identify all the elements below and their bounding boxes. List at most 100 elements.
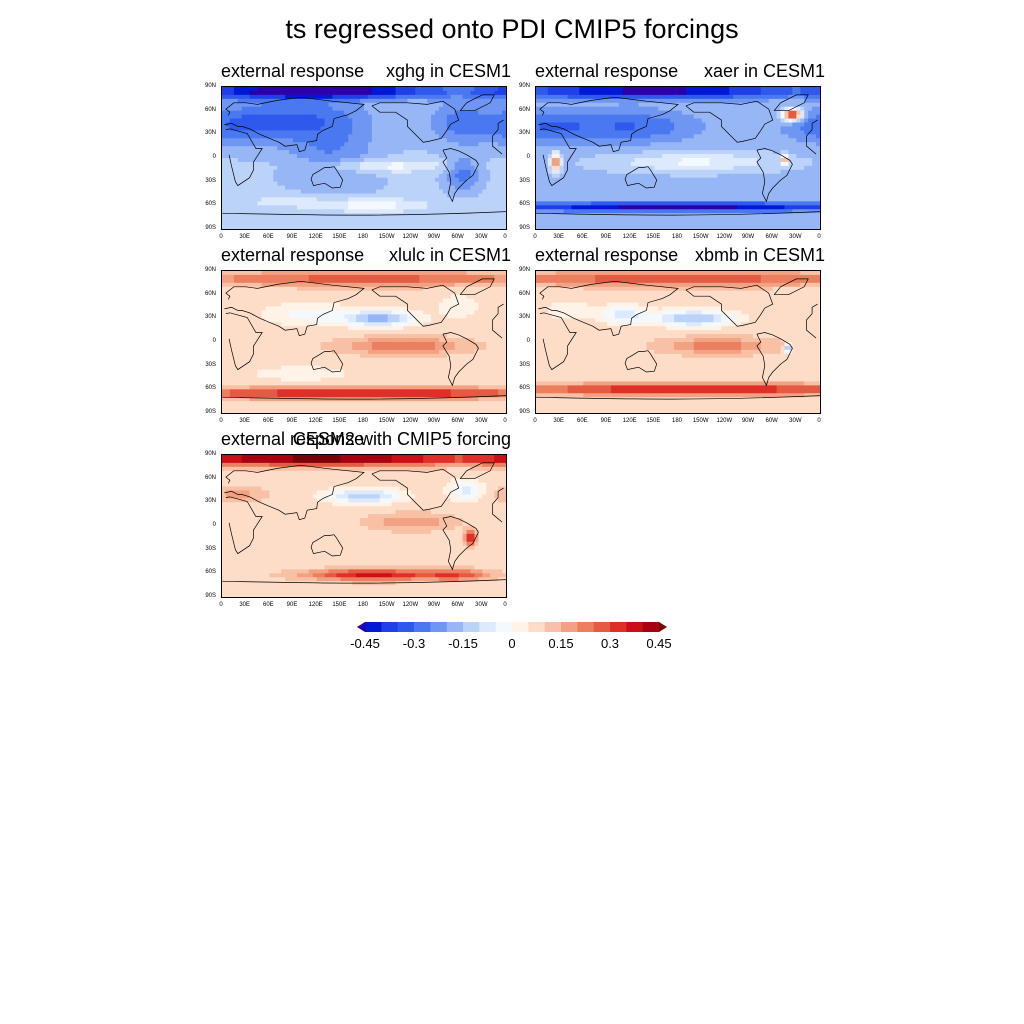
map-cell (411, 169, 416, 175)
map-cell (293, 134, 298, 139)
map-cell (415, 201, 420, 206)
map-cell (450, 169, 456, 175)
map-cell (478, 161, 483, 167)
map-cell (304, 138, 310, 143)
map-cell (812, 205, 817, 210)
map-cell (336, 221, 341, 226)
map-cell (348, 118, 353, 124)
map-cell (367, 114, 373, 120)
map-cell (450, 165, 456, 171)
map-cell (725, 185, 730, 191)
map-cell (638, 114, 644, 120)
map-cell (446, 150, 452, 155)
map-cell (764, 98, 770, 104)
map-cell (300, 225, 306, 229)
map-cell (458, 189, 464, 195)
map-cell (745, 130, 750, 135)
map-cell (749, 110, 754, 116)
map-cell (737, 87, 742, 92)
coastline (442, 148, 479, 203)
map-cell (296, 90, 302, 96)
map-cell (634, 98, 640, 104)
map-cell (442, 150, 448, 155)
map-cell (603, 138, 608, 143)
map-cell (693, 161, 699, 167)
map-cell (654, 158, 659, 163)
map-cell (567, 181, 573, 187)
map-cell (249, 213, 255, 218)
map-cell (466, 189, 472, 195)
map-cell (626, 181, 632, 187)
map-cell (490, 177, 495, 183)
map-cell (415, 118, 420, 124)
map-cell (654, 102, 659, 108)
map-cell (395, 87, 401, 92)
map-cell (375, 87, 381, 92)
map-cell (419, 90, 424, 96)
map-cell (344, 173, 349, 179)
map-cell (788, 94, 793, 100)
map-cell (776, 106, 782, 112)
map-cell (494, 90, 499, 96)
map-cell (352, 142, 357, 147)
map-cell (474, 126, 479, 131)
map-cell (458, 209, 464, 214)
map-cell (555, 150, 561, 155)
map-cell (622, 134, 628, 139)
map-cell (618, 158, 624, 163)
map-cell (670, 122, 675, 128)
map-cell (367, 173, 373, 179)
map-cell (438, 173, 444, 179)
map-cell (293, 185, 298, 191)
map-cell (285, 169, 290, 175)
map-cell (547, 181, 553, 187)
map-cell (749, 90, 754, 96)
map-cell (780, 150, 786, 155)
map-cell (816, 173, 820, 179)
map-cell (626, 209, 632, 214)
map-cell (642, 197, 648, 202)
map-cell (277, 189, 282, 195)
map-cell (654, 98, 659, 104)
map-cell (685, 189, 691, 195)
map-cell (780, 90, 786, 96)
map-cell (474, 161, 479, 167)
map-cell (681, 158, 687, 163)
map-cell (411, 122, 416, 128)
map-cell (490, 189, 495, 195)
map-cell (642, 142, 648, 147)
map-cell (446, 122, 452, 128)
map-cell (364, 146, 369, 151)
map-cell (788, 201, 793, 206)
map-cell (431, 114, 436, 120)
map-cell (764, 154, 770, 159)
map-cell (772, 154, 778, 159)
map-cell (277, 106, 282, 112)
map-cell (458, 193, 464, 199)
map-cell (332, 90, 337, 96)
map-cell (749, 114, 754, 120)
map-cell (626, 106, 632, 112)
map-cell (245, 102, 251, 108)
map-cell (352, 213, 357, 218)
map-cell (498, 181, 503, 187)
map-cell (543, 106, 549, 112)
map-cell (808, 161, 813, 167)
map-cell (800, 130, 805, 135)
map-cell (571, 154, 577, 159)
map-cell (756, 169, 762, 175)
map-cell (435, 189, 440, 195)
map-cell (293, 146, 298, 151)
map-cell (674, 205, 679, 210)
map-cell (555, 106, 561, 112)
map-cell (273, 189, 278, 195)
map-cell (222, 98, 227, 104)
map-cell (614, 122, 620, 128)
map-cell (332, 221, 337, 226)
map-cell (494, 94, 499, 100)
map-cell (285, 154, 290, 159)
map-cell (462, 90, 468, 96)
map-cell (752, 134, 758, 139)
map-cell (502, 205, 506, 210)
map-cell (308, 146, 314, 151)
